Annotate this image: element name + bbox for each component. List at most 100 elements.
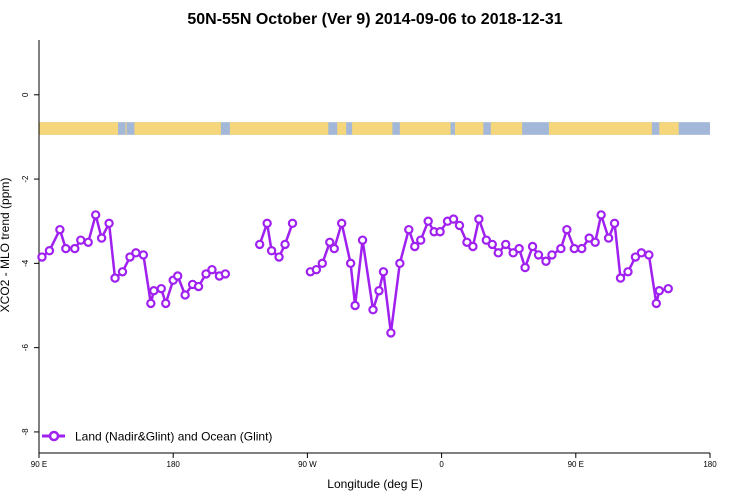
data-point bbox=[104, 218, 114, 229]
data-point bbox=[193, 281, 204, 292]
data-point bbox=[514, 243, 524, 254]
data-point bbox=[374, 286, 384, 296]
data-point bbox=[207, 264, 217, 275]
data-point bbox=[90, 210, 101, 220]
x-tick-label: 0 bbox=[439, 460, 444, 469]
data-point bbox=[55, 224, 65, 235]
data-point bbox=[125, 252, 135, 262]
chart-title: 50N-55N October (Ver 9) 2014-09-06 to 20… bbox=[187, 11, 562, 28]
data-point bbox=[623, 267, 633, 277]
data-point bbox=[37, 252, 47, 262]
data-point bbox=[462, 237, 472, 247]
data-point bbox=[556, 243, 566, 254]
data-point bbox=[180, 290, 190, 300]
data-point bbox=[386, 328, 396, 338]
data-point bbox=[325, 237, 335, 247]
data-point bbox=[533, 250, 544, 260]
data-point bbox=[378, 267, 389, 277]
series-layer bbox=[37, 210, 673, 338]
land-segment bbox=[229, 122, 329, 135]
data-point bbox=[254, 239, 265, 250]
data-point bbox=[96, 233, 107, 243]
data-point bbox=[280, 239, 290, 250]
data-point bbox=[44, 246, 55, 256]
data-point bbox=[541, 256, 551, 266]
data-point bbox=[454, 220, 465, 231]
land-ocean-strip bbox=[39, 122, 710, 135]
land-segment bbox=[134, 122, 221, 135]
land-segment bbox=[455, 122, 484, 135]
land-segment bbox=[39, 122, 119, 135]
data-point bbox=[317, 258, 328, 269]
data-point bbox=[569, 243, 580, 254]
data-point bbox=[404, 224, 414, 235]
data-point bbox=[468, 241, 478, 252]
data-point bbox=[423, 216, 433, 226]
data-point bbox=[117, 267, 128, 277]
data-point bbox=[435, 227, 445, 237]
data-point bbox=[487, 239, 497, 250]
land-segment bbox=[490, 122, 523, 135]
data-point bbox=[663, 283, 673, 294]
data-point bbox=[161, 298, 171, 309]
data-point bbox=[508, 248, 518, 258]
data-point bbox=[368, 305, 378, 315]
x-tick-label: 90 E bbox=[31, 460, 47, 469]
legend-label: Land (Nadir&Glint) and Ocean (Glint) bbox=[75, 430, 272, 444]
y-tick-label: -2 bbox=[21, 175, 30, 183]
y-tick-label: -6 bbox=[21, 344, 30, 352]
x-axis-label: Longitude (deg E) bbox=[327, 477, 422, 491]
axes: 0 -2 -4 -6 -8 90 E 180 90 W 0 90 E 180 bbox=[21, 40, 717, 469]
data-point bbox=[481, 235, 492, 245]
land-segment bbox=[352, 122, 393, 135]
data-point bbox=[590, 237, 600, 247]
legend-marker bbox=[48, 430, 60, 442]
data-point bbox=[584, 233, 594, 243]
data-point bbox=[110, 273, 120, 283]
data-point bbox=[83, 237, 93, 247]
data-point bbox=[70, 243, 80, 254]
data-point bbox=[654, 286, 665, 296]
land-segment bbox=[659, 122, 679, 135]
data-point bbox=[577, 243, 587, 254]
data-point bbox=[527, 241, 538, 252]
data-point bbox=[220, 269, 231, 279]
y-tick-label: -4 bbox=[21, 259, 30, 267]
data-point bbox=[262, 218, 272, 229]
data-point bbox=[172, 271, 183, 281]
y-tick-label: 0 bbox=[21, 92, 30, 97]
data-point bbox=[630, 252, 641, 262]
data-point bbox=[61, 243, 71, 254]
data-point bbox=[416, 235, 426, 245]
land-segment bbox=[125, 122, 127, 135]
data-point bbox=[357, 235, 368, 245]
data-point bbox=[146, 298, 156, 309]
y-axis-label: XCO2 - MLO trend (ppm) bbox=[0, 178, 12, 313]
data-point bbox=[636, 248, 647, 258]
data-point bbox=[138, 250, 149, 260]
data-point bbox=[520, 262, 530, 273]
data-point bbox=[562, 224, 572, 235]
data-point bbox=[274, 252, 284, 262]
data-point bbox=[448, 214, 459, 224]
data-point bbox=[266, 246, 277, 256]
data-point bbox=[149, 286, 159, 296]
data-point bbox=[410, 241, 420, 252]
legend: Land (Nadir&Glint) and Ocean (Glint) bbox=[42, 430, 272, 444]
data-point bbox=[596, 210, 606, 220]
data-point bbox=[609, 218, 620, 229]
data-point bbox=[651, 298, 662, 309]
land-segment bbox=[337, 122, 347, 135]
series-line bbox=[309, 213, 669, 335]
x-tick-label: 90 E bbox=[568, 460, 584, 469]
data-point bbox=[336, 218, 347, 229]
data-point bbox=[547, 250, 557, 260]
data-point bbox=[603, 233, 614, 243]
data-point bbox=[474, 214, 484, 224]
land-segment bbox=[399, 122, 451, 135]
data-point bbox=[156, 283, 166, 294]
data-point bbox=[287, 218, 298, 229]
data-point bbox=[501, 239, 511, 250]
data-point bbox=[644, 250, 654, 260]
data-point bbox=[329, 243, 339, 254]
